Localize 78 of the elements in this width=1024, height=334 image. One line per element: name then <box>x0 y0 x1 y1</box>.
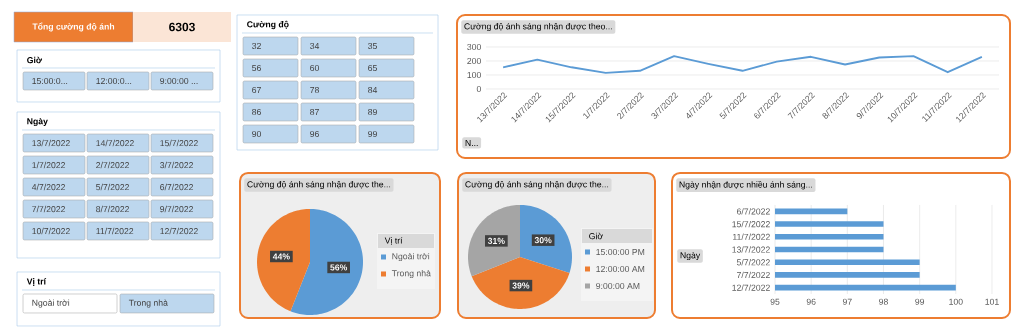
data-label: 31% <box>487 237 505 244</box>
category-label: 15/7/2022 <box>160 139 198 147</box>
category-label: 78 <box>310 86 319 94</box>
category-label: 35 <box>368 42 377 50</box>
chart-title: Cường độ ánh sáng nhận được theo... <box>464 22 612 32</box>
legend-label: Ngoài trời <box>392 252 430 262</box>
legend-title: Vị trí <box>384 237 403 245</box>
x-tick-label: 97 <box>842 298 852 305</box>
category-label: 10/7/2022 <box>32 227 70 235</box>
text: Ngày <box>680 251 701 261</box>
text: N... <box>465 139 478 146</box>
category-label: Trong nhà <box>128 299 168 308</box>
y-tick-label: 100 <box>467 71 481 79</box>
legend-label: 9:00:00 AM <box>596 282 640 290</box>
category-label: 4/7/2022 <box>31 183 66 191</box>
data-label: 30% <box>534 237 552 244</box>
legend-label: Trong nhà <box>391 269 431 279</box>
legend-label: 15:00:00 PM <box>596 248 645 256</box>
x-tick-label: 100 <box>949 298 963 305</box>
category-label: 12:00:0... <box>96 77 132 85</box>
category-label: 14/7/2022 <box>96 139 134 147</box>
category-label: 13/7/2022 <box>32 139 70 147</box>
text: Vị trí <box>26 278 47 286</box>
text: Ngày <box>27 117 48 127</box>
category-label: 7/7/2022 <box>32 205 66 213</box>
category-label: 3/7/2022 <box>160 161 194 169</box>
x-tick-label: 98 <box>879 298 888 305</box>
y-tick-label: 11/7/2022 <box>733 233 770 240</box>
text: Tổng cường độ ánh <box>32 22 115 32</box>
legend-label: 12:00:00 AM <box>596 265 645 273</box>
category-label: 84 <box>368 86 378 94</box>
category-label: 86 <box>252 108 261 116</box>
category-label: 15:00:0... <box>32 77 68 85</box>
legend-title: Giờ <box>589 232 603 240</box>
category-label: 11/7/2022 <box>96 227 134 235</box>
x-tick-label: 96 <box>806 298 816 305</box>
category-label: 60 <box>310 64 320 72</box>
category-label: 9/7/2022 <box>160 205 194 213</box>
category-label: 5/7/2022 <box>96 183 130 191</box>
chart-title: Cường độ ánh sáng nhận được the... <box>465 180 609 190</box>
category-label: 12/7/2022 <box>160 227 198 235</box>
category-label: 96 <box>310 130 319 138</box>
y-tick-label: 7/7/2022 <box>737 271 770 279</box>
category-label: 56 <box>252 64 261 72</box>
x-tick-label: 95 <box>770 298 780 305</box>
x-tick-label: 101 <box>985 298 999 305</box>
data-label: 56% <box>330 264 348 271</box>
category-label: 90 <box>252 130 262 138</box>
category-label: 99 <box>368 130 377 138</box>
category-label: 6/7/2022 <box>160 183 194 191</box>
y-tick-label: 300 <box>467 43 481 51</box>
y-tick-label: 6/7/2022 <box>737 208 770 215</box>
text: Cường độ <box>247 20 289 30</box>
category-label: 1/7/2022 <box>32 161 66 169</box>
line-series <box>502 55 983 74</box>
text: Giờ <box>27 56 43 64</box>
y-tick-label: 200 <box>467 57 481 65</box>
category-label: 89 <box>368 108 377 116</box>
category-label: 87 <box>310 108 319 116</box>
chart-title: Ngày nhận được nhiều ánh sáng... <box>679 180 812 190</box>
y-tick-label: 15/7/2022 <box>732 220 770 228</box>
category-label: 34 <box>310 42 320 50</box>
category-label: 8/7/2022 <box>96 205 130 213</box>
category-label: 2/7/2022 <box>96 161 130 169</box>
chart-title: Cường độ ánh sáng nhận được the... <box>247 180 391 190</box>
category-label: 65 <box>368 64 377 72</box>
y-tick-label: 0 <box>476 85 481 93</box>
data-label: 6303 <box>169 22 195 32</box>
category-label: 32 <box>252 42 261 50</box>
data-label: 44% <box>272 253 290 260</box>
y-tick-label: 12/7/2022 <box>732 284 770 291</box>
category-label: 67 <box>252 86 261 94</box>
category-label: 9:00:00 ... <box>160 77 198 85</box>
x-tick-label: 99 <box>915 298 925 305</box>
data-label: 39% <box>512 282 530 289</box>
y-tick-label: 5/7/2022 <box>736 259 770 266</box>
y-tick-label: 13/7/2022 <box>732 246 770 253</box>
category-label: Ngoài trời <box>32 299 70 308</box>
